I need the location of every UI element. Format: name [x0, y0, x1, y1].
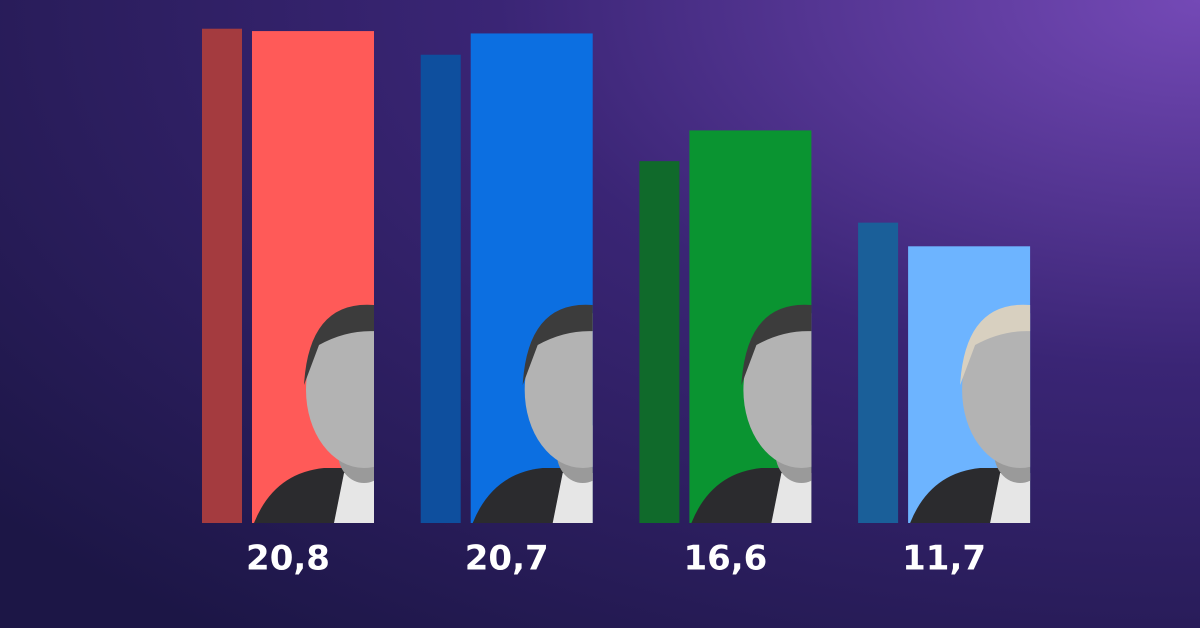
- portrait: [472, 304, 593, 523]
- portrait: [254, 304, 374, 523]
- portrait-hair: [741, 304, 812, 385]
- portrait-head: [524, 312, 593, 468]
- portrait-collar: [771, 473, 812, 523]
- portrait-collar: [334, 473, 374, 523]
- portrait-head: [743, 312, 812, 468]
- value-label: 20,8: [246, 539, 330, 579]
- bar: [202, 28, 242, 524]
- portrait: [910, 304, 1031, 523]
- bar: [858, 222, 899, 523]
- portrait-head: [962, 312, 1031, 468]
- portrait-collar: [552, 473, 593, 523]
- portrait-hair: [960, 304, 1031, 385]
- value-label: 20,7: [465, 539, 549, 579]
- portrait-head: [306, 312, 374, 468]
- value-label: 11,7: [902, 539, 986, 579]
- portrait-hair: [522, 304, 593, 385]
- value-label: 16,6: [683, 539, 767, 579]
- bar: [639, 161, 680, 523]
- portrait-collar: [990, 473, 1031, 523]
- portrait-hair: [304, 304, 374, 385]
- bar: [420, 54, 461, 523]
- portrait: [691, 304, 812, 523]
